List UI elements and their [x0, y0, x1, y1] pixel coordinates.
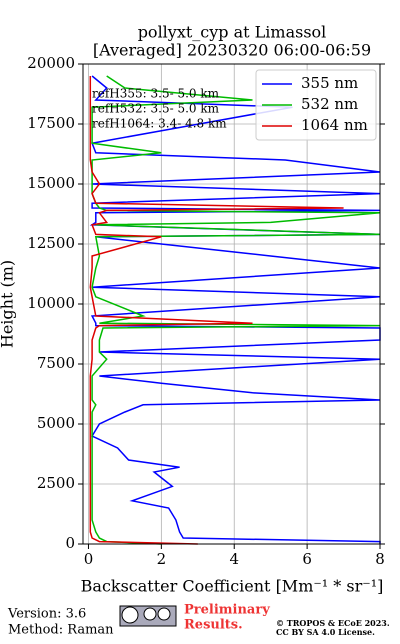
annotation: refH532: 3.5- 5.0 km — [92, 102, 220, 116]
annotation: refH355: 3.5- 5.0 km — [92, 87, 220, 101]
series-line — [89, 76, 344, 545]
y-tick-label: 2500 — [37, 474, 75, 492]
x-tick-label: 6 — [302, 550, 312, 568]
chart-title: pollyxt_cyp at Limassol — [138, 23, 327, 42]
y-tick-label: 10000 — [27, 294, 75, 312]
method: Method: Raman — [8, 623, 114, 638]
y-tick-label: 17500 — [27, 114, 75, 132]
y-tick-label: 20000 — [27, 54, 75, 72]
y-tick-label: 7500 — [37, 354, 75, 372]
y-axis-label: Height (m) — [0, 260, 17, 348]
y-tick-label: 12500 — [27, 234, 75, 252]
status: Results. — [184, 618, 243, 633]
series-line — [91, 75, 381, 545]
legend-label: 355 nm — [301, 74, 358, 92]
copyright: CC BY SA 4.0 License. — [276, 627, 375, 637]
legend-label: 532 nm — [301, 95, 358, 113]
status: Preliminary — [184, 603, 270, 618]
cc-logo — [119, 605, 177, 627]
x-tick-label: 0 — [84, 550, 94, 568]
plot-frame — [82, 63, 381, 545]
x-tick-label: 2 — [157, 550, 167, 568]
x-tick-label: 8 — [375, 550, 385, 568]
legend-box — [255, 69, 377, 141]
y-tick-label: 0 — [65, 534, 75, 552]
version: Version: 3.6 — [7, 607, 86, 622]
series-line — [89, 75, 381, 544]
copyright: © TROPOS & ECoE 2023. — [276, 618, 390, 628]
y-tick-label: 15000 — [27, 174, 75, 192]
legend-label: 1064 nm — [301, 116, 368, 134]
x-axis-label: Backscatter Coefficient [Mm⁻¹ * sr⁻¹] — [81, 577, 384, 596]
x-tick-label: 4 — [229, 550, 239, 568]
chart-subtitle: [Averaged] 20230320 06:00-06:59 — [93, 41, 371, 60]
y-tick-label: 5000 — [37, 414, 75, 432]
annotation: refH1064: 3.4- 4.8 km — [92, 117, 227, 131]
